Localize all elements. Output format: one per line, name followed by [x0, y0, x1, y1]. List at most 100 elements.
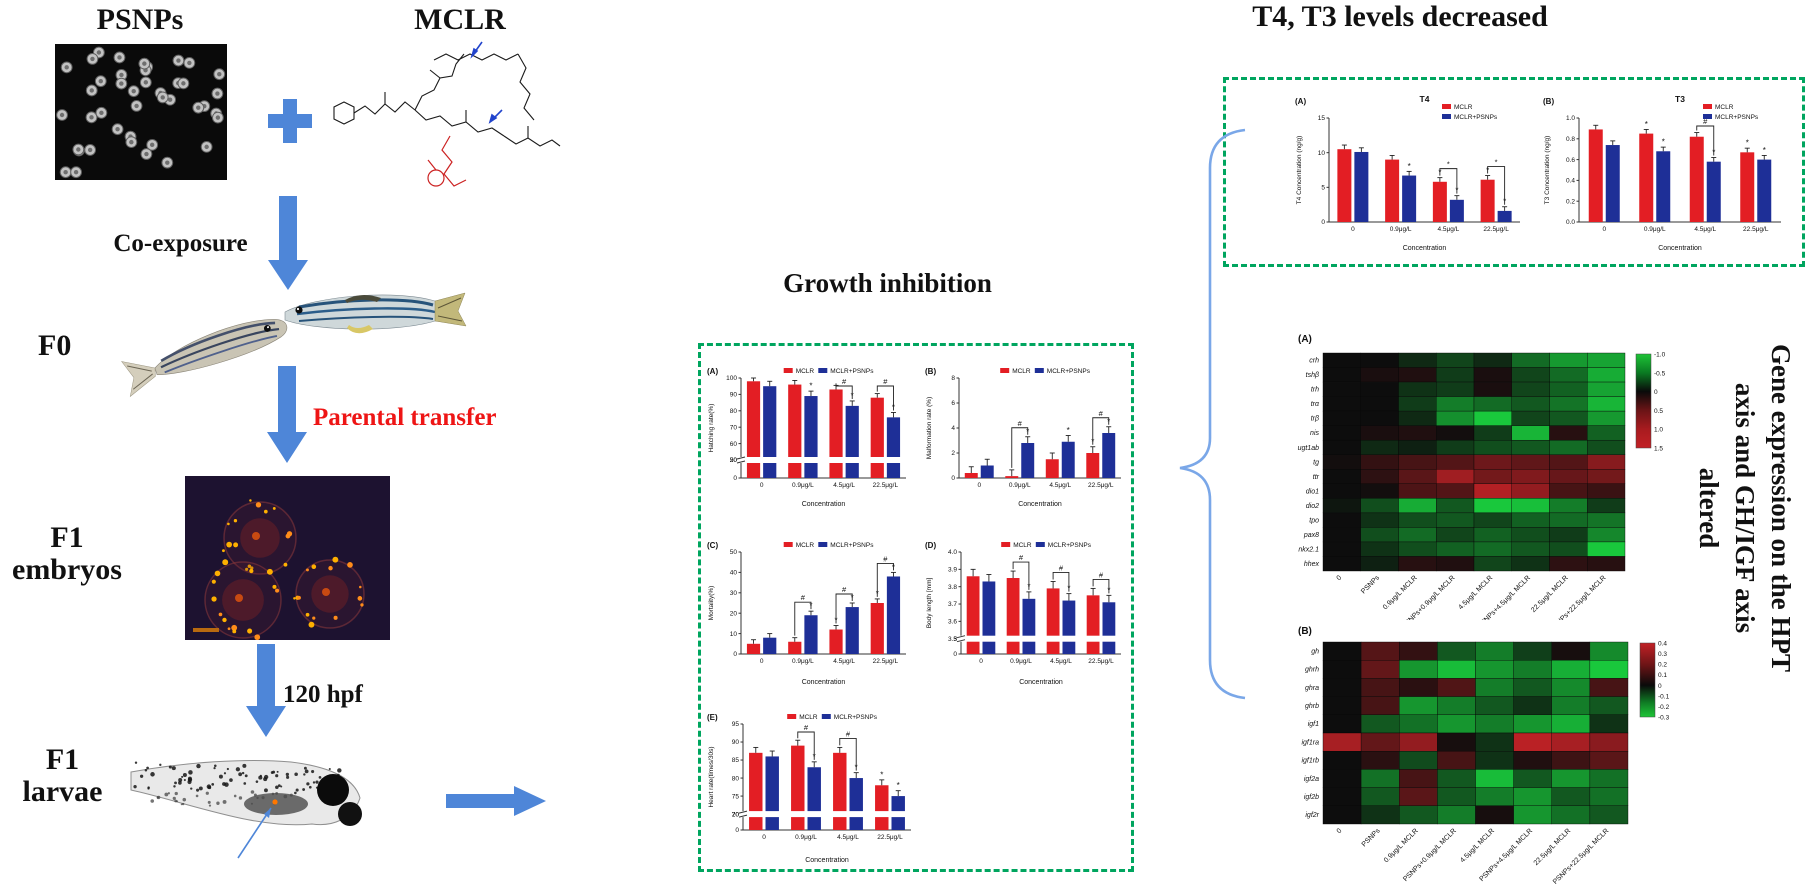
svg-text:4.5μg/L MCLR: 4.5μg/L MCLR — [1458, 574, 1495, 611]
svg-text:MCLR+PSNPs: MCLR+PSNPs — [830, 542, 874, 549]
side-text-line2: axis and GH/IGF axis — [1730, 382, 1760, 634]
svg-text:T3: T3 — [1675, 94, 1685, 104]
svg-text:MCLR: MCLR — [1715, 104, 1734, 111]
svg-text:1.5: 1.5 — [1654, 446, 1663, 453]
f1-larvae-label: F1 larvae — [5, 744, 120, 807]
svg-text:(C): (C) — [707, 541, 718, 550]
svg-text:100: 100 — [726, 375, 737, 382]
svg-text:*: * — [1763, 146, 1766, 155]
svg-text:igf1: igf1 — [1308, 721, 1319, 728]
svg-text:Body length [mm]: Body length [mm] — [926, 578, 933, 629]
svg-text:70: 70 — [732, 811, 740, 818]
hpt-axis-heatmap: crh tshβ trh trα trβ nis ugt1ab tg ttr dio1 dio2 tp… — [1278, 328, 1688, 620]
svg-text:0.2: 0.2 — [1658, 662, 1667, 669]
svg-text:0: 0 — [951, 475, 955, 482]
svg-text:4.5μg/L: 4.5μg/L — [1694, 226, 1716, 233]
svg-text:Hatching rate(%): Hatching rate(%) — [708, 404, 715, 453]
heatmap-svg-HA: crh tshβ trh trα trβ nis ugt1ab tg ttr dio1 dio2 tp… — [1298, 334, 1666, 620]
svg-text:50: 50 — [730, 457, 738, 464]
svg-text:4.5μg/L: 4.5μg/L — [1049, 482, 1071, 489]
co-exposure-label: Co-exposure — [113, 230, 248, 257]
svg-text:10: 10 — [1318, 150, 1326, 157]
svg-text:0.5: 0.5 — [1654, 408, 1663, 415]
svg-text:gh: gh — [1311, 648, 1319, 655]
svg-text:tpo: tpo — [1309, 517, 1319, 524]
svg-text:Mortality(%): Mortality(%) — [708, 586, 715, 621]
psnps-sem-image — [55, 44, 227, 180]
t3-concentration-chart: 0.0 0.2 0.4 0.6 0.8 1.0 * * * * * #0 0.9μg/L 4.5μg/L 2… — [1540, 92, 1785, 254]
svg-text:(A): (A) — [1298, 334, 1312, 345]
svg-text:0.2: 0.2 — [1566, 198, 1575, 205]
svg-text:#: # — [883, 554, 888, 563]
svg-text:0.4: 0.4 — [1566, 178, 1575, 185]
svg-text:2: 2 — [951, 450, 955, 457]
larva-micrograph — [130, 759, 362, 859]
mclr-title: MCLR — [414, 3, 506, 36]
svg-text:-0.3: -0.3 — [1658, 715, 1670, 722]
svg-text:igf1rb: igf1rb — [1301, 758, 1319, 765]
svg-text:4.0: 4.0 — [948, 549, 957, 556]
gene-expression-side-text: Gene expression on the HPT axis and GH/I… — [1691, 293, 1799, 723]
svg-text:95: 95 — [732, 721, 740, 728]
svg-text:0: 0 — [1336, 574, 1344, 582]
body-length-chart: 0 3 3.5 3.6 3.7 3.8 3.9 4.0 * * * # # #0 0.9μg/L 4.5μg/… — [922, 536, 1127, 688]
heart-rate-chart: 0 20 70 75 80 85 90 95 * * * * # #0 0.9μg/L 4.5μg/L 22.5… — [704, 708, 919, 866]
svg-text:#: # — [846, 729, 851, 738]
svg-text:0.9μg/L: 0.9μg/L — [792, 658, 814, 665]
svg-text:MCLR+PSNPs: MCLR+PSNPs — [1715, 114, 1759, 121]
svg-text:*: * — [897, 781, 900, 790]
svg-text:0: 0 — [1654, 389, 1658, 396]
f1-larvae-line1: F1 — [45, 743, 80, 776]
svg-text:5: 5 — [1321, 185, 1325, 192]
svg-text:8: 8 — [951, 375, 955, 382]
svg-text:50: 50 — [730, 549, 738, 556]
svg-text:crh: crh — [1309, 358, 1319, 365]
svg-text:0: 0 — [1602, 226, 1606, 233]
svg-text:#: # — [1059, 563, 1064, 572]
svg-text:T3 Concentration (ng/g): T3 Concentration (ng/g) — [1544, 136, 1551, 205]
svg-text:#: # — [842, 585, 847, 594]
svg-text:#: # — [1099, 570, 1104, 579]
svg-text:Heart rate(times/30s): Heart rate(times/30s) — [708, 746, 715, 807]
f1-embryos-image — [185, 476, 390, 640]
svg-text:1.0: 1.0 — [1566, 115, 1575, 122]
svg-text:4.5μg/L: 4.5μg/L — [837, 834, 859, 841]
svg-text:(A): (A) — [1295, 97, 1306, 106]
svg-text:Malformation rate (%): Malformation rate (%) — [926, 397, 933, 460]
svg-text:#: # — [883, 377, 888, 386]
svg-text:MCLR+PSNPs: MCLR+PSNPs — [1454, 114, 1498, 121]
svg-text:MCLR: MCLR — [1454, 104, 1473, 111]
svg-text:tg: tg — [1313, 459, 1319, 466]
svg-text:22.5μg/L: 22.5μg/L — [877, 834, 903, 841]
svg-text:20: 20 — [732, 811, 740, 818]
svg-text:6: 6 — [951, 400, 955, 407]
svg-text:(E): (E) — [707, 713, 718, 722]
svg-text:MCLR+PSNPs: MCLR+PSNPs — [1048, 542, 1092, 549]
svg-text:trβ: trβ — [1311, 416, 1319, 423]
svg-text:80: 80 — [730, 408, 738, 415]
svg-text:0.6: 0.6 — [1566, 157, 1575, 164]
side-text-line3: altered — [1694, 467, 1724, 549]
nanoparticle-micrograph — [55, 44, 227, 180]
svg-text:0.9μg/L MCLR: 0.9μg/L MCLR — [1383, 827, 1420, 864]
t4t3-title: T4, T3 levels decreased — [1252, 0, 1548, 33]
svg-text:10: 10 — [730, 631, 738, 638]
svg-text:0: 0 — [977, 482, 981, 489]
svg-text:60: 60 — [730, 441, 738, 448]
svg-text:0.0: 0.0 — [1566, 219, 1575, 226]
svg-text:0.9μg/L: 0.9μg/L — [1644, 226, 1666, 233]
svg-text:Concentration: Concentration — [802, 501, 846, 508]
svg-text:22.5μg/L: 22.5μg/L — [1743, 226, 1769, 233]
svg-text:0.9μg/L MCLR: 0.9μg/L MCLR — [1382, 574, 1419, 611]
svg-text:Concentration: Concentration — [1018, 501, 1062, 508]
svg-text:4.5μg/L: 4.5μg/L — [833, 482, 855, 489]
svg-text:ghra: ghra — [1305, 685, 1319, 692]
ghigf-axis-heatmap: gh ghrh ghra ghrb igf1 igf1ra igf1rb igf2a igf2b… — [1278, 618, 1688, 886]
psnps-title: PSNPs — [96, 3, 184, 36]
svg-text:(B): (B) — [1298, 626, 1312, 637]
svg-text:0.8: 0.8 — [1566, 136, 1575, 143]
